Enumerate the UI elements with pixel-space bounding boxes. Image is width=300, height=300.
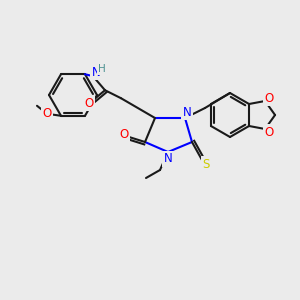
Text: O: O <box>264 92 274 104</box>
Text: O: O <box>264 125 274 139</box>
Text: N: N <box>164 152 172 166</box>
Text: N: N <box>92 66 100 79</box>
Text: S: S <box>202 158 210 170</box>
Text: O: O <box>84 97 94 110</box>
Text: H: H <box>98 64 106 74</box>
Text: O: O <box>119 128 129 140</box>
Text: O: O <box>42 107 52 120</box>
Text: N: N <box>183 106 191 118</box>
